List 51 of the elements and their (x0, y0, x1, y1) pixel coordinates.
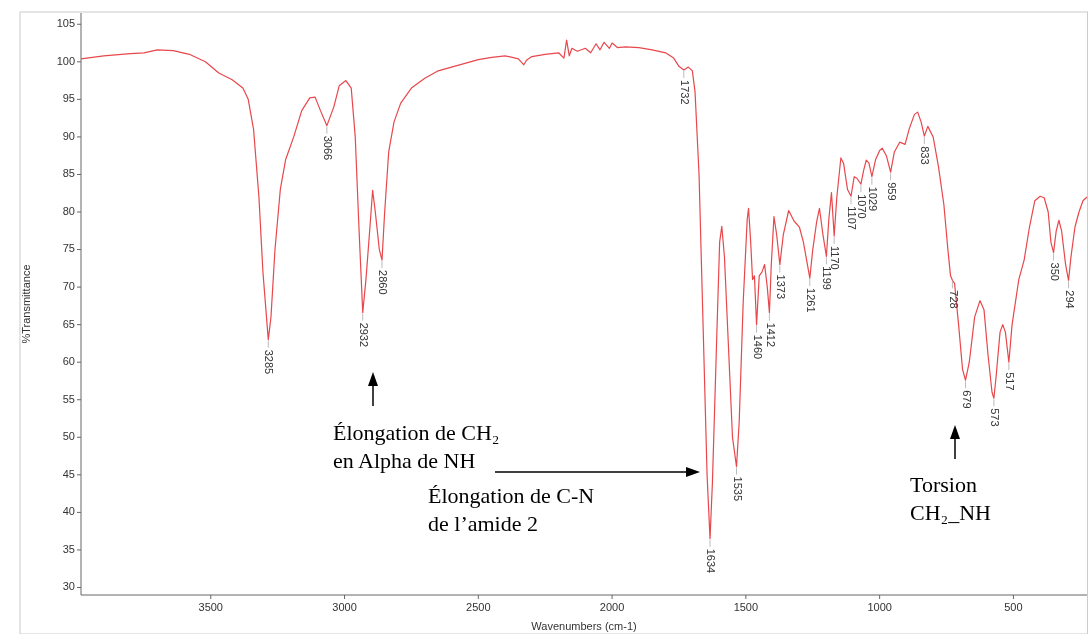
y-tick-label: 90 (62, 129, 75, 142)
y-tick-label: 50 (62, 430, 75, 443)
annotation: 350 (1048, 262, 1061, 281)
annotation: 294 (1063, 290, 1076, 309)
y-tick-label: 30 (62, 580, 75, 593)
y-tick-label: 65 (62, 317, 75, 330)
annotation: 3285 (263, 349, 276, 375)
annotation: Élongation de C-N de l’amide 2 (428, 483, 595, 536)
y-tick-label: 105 (56, 17, 75, 30)
y-tick-label: 60 (62, 355, 75, 368)
annotation: 1460 (751, 334, 764, 360)
annotation: 1070 (856, 194, 869, 219)
annotation: 1261 (804, 288, 817, 313)
annotation: 1107 (846, 206, 859, 230)
line-series (80, 39, 1088, 540)
x-axis-title: Wavenumbers (cm-1) (531, 620, 637, 632)
y-tick-label: 80 (62, 204, 75, 217)
annotation: 1373 (774, 274, 787, 300)
y-tick-label: 95 (62, 92, 75, 105)
annotation: 2932 (357, 322, 370, 348)
annotation: 573 (988, 408, 1001, 427)
y-axis-title: %Transmittance (20, 264, 32, 344)
y-tick-label: 45 (62, 467, 75, 480)
annotation: 728 (947, 290, 960, 309)
y-tick-label: 100 (56, 54, 75, 67)
annotation: 1535 (731, 476, 744, 502)
y-tick-label: 75 (62, 242, 75, 255)
annotation: 517 (1003, 372, 1016, 391)
annotation: 959 (885, 182, 898, 201)
y-tick-label: 55 (62, 392, 75, 405)
x-tick-label: 500 (1004, 601, 1023, 613)
annotation: 3066 (321, 135, 334, 161)
x-tick-label: 3500 (198, 601, 224, 613)
x-tick-label: 1500 (733, 601, 759, 613)
annotation: Torsion CH₂_NH (910, 472, 992, 525)
y-tick-label: 70 (62, 280, 75, 293)
x-tick-label: 3000 (332, 601, 357, 613)
annotation: 2860 (377, 270, 390, 295)
annotation: 679 (960, 390, 973, 409)
annotation: 1029 (866, 186, 879, 212)
annotation: 1412 (764, 322, 777, 348)
y-tick-label: 40 (62, 505, 75, 518)
annotation: 1732 (678, 80, 691, 105)
annotation: 833 (919, 146, 932, 165)
x-tick-label: 2500 (466, 601, 491, 613)
x-tick-label: 2000 (599, 601, 625, 613)
y-tick-label: 35 (62, 542, 75, 555)
x-tick-label: 1000 (867, 601, 892, 613)
y-tick-label: 85 (62, 167, 75, 180)
annotation: 1634 (705, 548, 718, 574)
annotation: Élongation de CH₂ en Alpha de NH (333, 420, 500, 473)
